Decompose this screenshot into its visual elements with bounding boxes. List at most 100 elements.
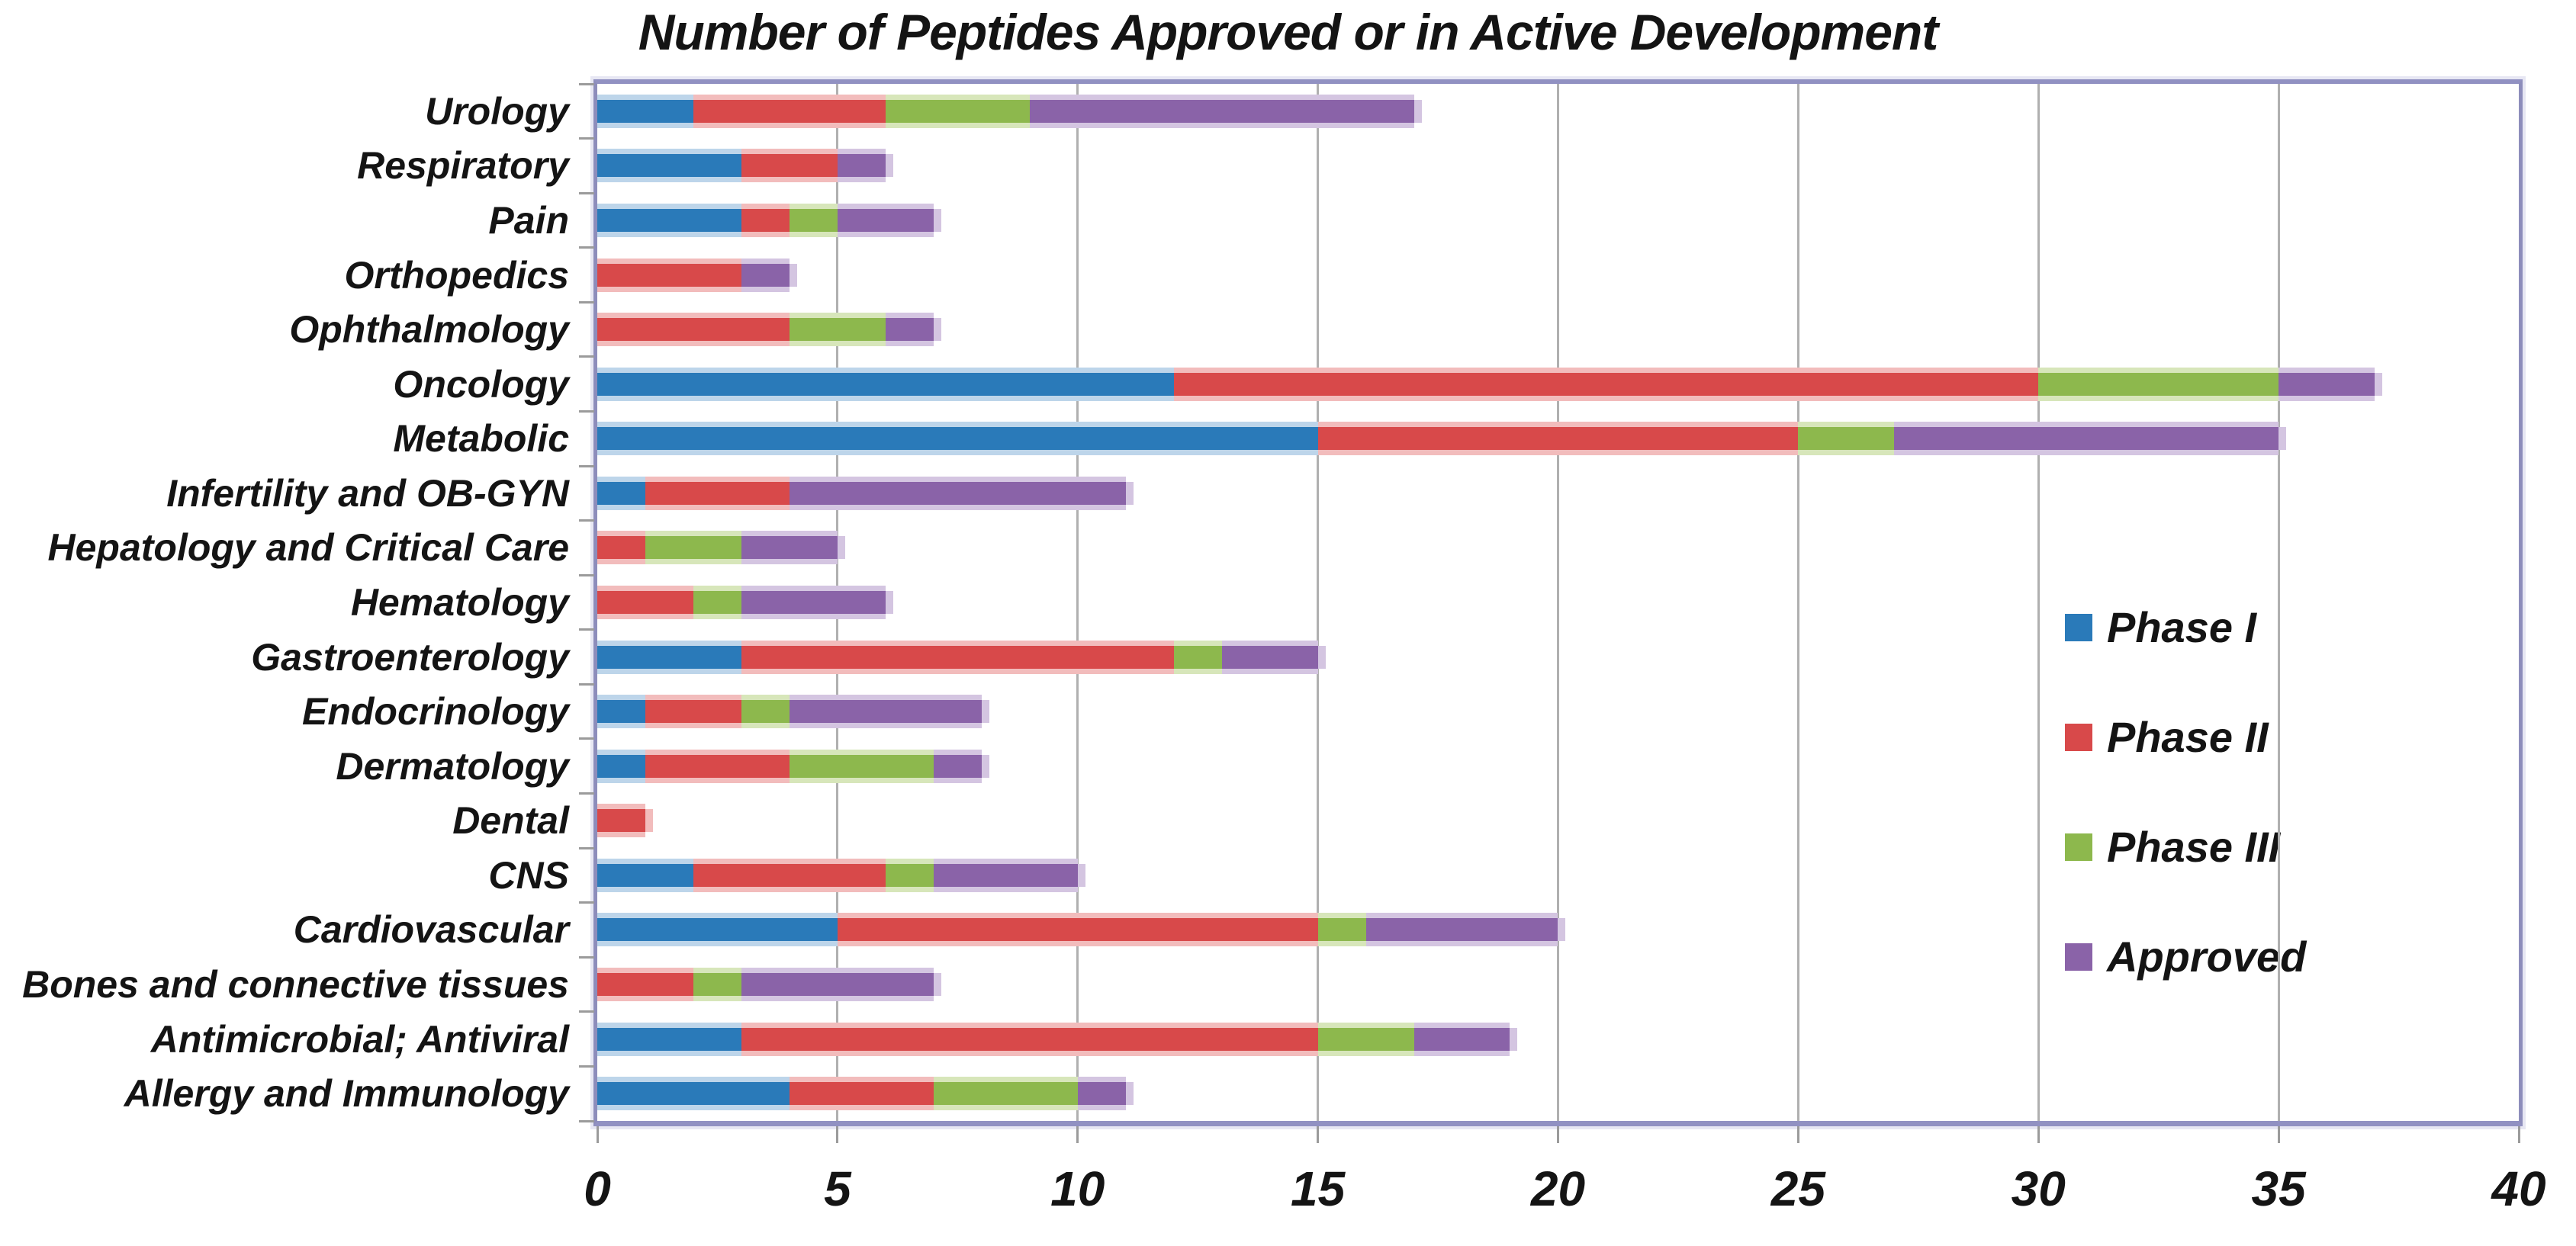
x-axis-tick [1317,1126,1320,1143]
bar-segment-phase-iii [1317,918,1366,942]
bar-row-10 [597,591,886,614]
category-label: Infertility and OB-GYN [166,471,569,515]
category-label: Hepatology and Critical Care [47,526,570,570]
bar-segment-phase-i [597,208,741,232]
x-axis-label: 10 [1050,1161,1105,1216]
bar-row-4 [597,263,790,287]
x-axis-tick [1076,1126,1079,1143]
category-label: Metabolic [393,417,569,461]
gridline-x-20 [1557,84,1559,1121]
y-axis-tick [579,901,594,904]
bar-segment-phase-i [597,700,645,724]
bar-segment-phase-iii [933,1082,1078,1106]
bar-segment-phase-iii [2038,372,2279,396]
y-axis-tick [579,519,594,522]
category-label: Hematology [350,581,569,624]
bar-segment-phase-iii [1798,427,1895,451]
bar-row-16 [597,918,1558,942]
x-axis-tick [2037,1126,2040,1143]
category-label: Ophthalmology [289,308,569,352]
x-axis-label: 30 [2011,1161,2066,1216]
bar-segment-phase-iii [741,700,790,724]
x-axis-tick [1796,1126,1799,1143]
bar-segment-approved [1365,918,1558,942]
bar-row-13 [597,754,982,778]
category-label: Bones and connective tissues [22,963,569,1007]
bar-segment-approved [933,754,982,778]
bar-segment-approved [2279,372,2375,396]
bar-segment-phase-ii [645,754,790,778]
x-axis-label: 5 [824,1161,851,1216]
bar-segment-phase-ii [597,536,645,560]
y-axis-tick [579,464,594,467]
legend-swatch-phase-iii [2065,833,2092,861]
legend-label-approved: Approved [2107,933,2307,981]
bar-row-14 [597,809,645,833]
x-axis-label: 15 [1291,1161,1346,1216]
bar-row-3 [597,208,934,232]
category-label: Dental [452,799,569,843]
bar-segment-phase-ii [597,973,693,997]
bar-row-9 [597,536,838,560]
y-axis-tick [579,1119,594,1122]
bar-segment-phase-iii [885,863,934,887]
gridline-x-15 [1317,84,1320,1121]
bar-row-19 [597,1082,1126,1106]
bar-segment-phase-ii [597,809,645,833]
x-axis-tick [836,1126,839,1143]
bar-segment-approved [1077,1082,1126,1106]
bar-row-6 [597,372,2375,396]
bar-segment-phase-iii [1317,1027,1414,1051]
y-axis-tick [579,846,594,849]
y-axis-tick [579,300,594,303]
x-axis-tick [596,1126,599,1143]
category-label: Pain [488,198,569,242]
y-axis-tick [579,1065,594,1068]
category-label: Gastroenterology [251,635,569,679]
x-axis-label: 0 [584,1161,611,1216]
x-axis-label: 40 [2491,1161,2546,1216]
bar-segment-approved [1413,1027,1510,1051]
y-axis-tick [579,737,594,740]
bar-row-12 [597,700,982,724]
y-axis-tick [579,955,594,959]
legend-swatch-approved [2065,943,2092,971]
y-axis-tick [579,792,594,795]
bar-segment-phase-iii [693,973,741,997]
bar-segment-phase-ii [597,263,741,287]
bar-segment-phase-i [597,645,741,669]
bar-row-17 [597,973,934,997]
bar-segment-phase-i [597,427,1318,451]
bar-segment-phase-ii [837,918,1318,942]
category-label: Allergy and Immunology [124,1072,569,1116]
bar-segment-approved [741,973,934,997]
category-label: Dermatology [336,744,569,788]
bar-segment-phase-i [597,754,645,778]
bar-segment-phase-iii [789,754,934,778]
bar-segment-approved [1221,645,1318,669]
x-axis-tick [2277,1126,2280,1143]
bar-segment-phase-i [597,154,741,178]
y-axis-tick [579,409,594,413]
y-axis-tick [579,1010,594,1013]
y-axis-tick [579,191,594,194]
category-label: Antimicrobial; Antiviral [150,1017,569,1061]
bar-segment-phase-iii [789,208,838,232]
bar-segment-phase-i [597,372,1174,396]
x-axis-tick [2517,1126,2520,1143]
bar-segment-approved [741,591,886,614]
legend-label-phase-i: Phase I [2107,603,2257,651]
bar-segment-approved [933,863,1078,887]
bar-segment-phase-iii [885,99,1030,123]
legend-label-phase-ii: Phase II [2107,713,2269,761]
bar-segment-phase-iii [1173,645,1222,669]
bar-segment-phase-ii [741,645,1174,669]
x-axis-label: 35 [2251,1161,2306,1216]
category-label: Endocrinology [302,690,569,734]
y-axis-tick [579,682,594,686]
bar-segment-phase-i [597,1027,741,1051]
bar-segment-phase-ii [741,208,790,232]
bar-row-18 [597,1027,1510,1051]
y-axis-tick [579,82,594,85]
